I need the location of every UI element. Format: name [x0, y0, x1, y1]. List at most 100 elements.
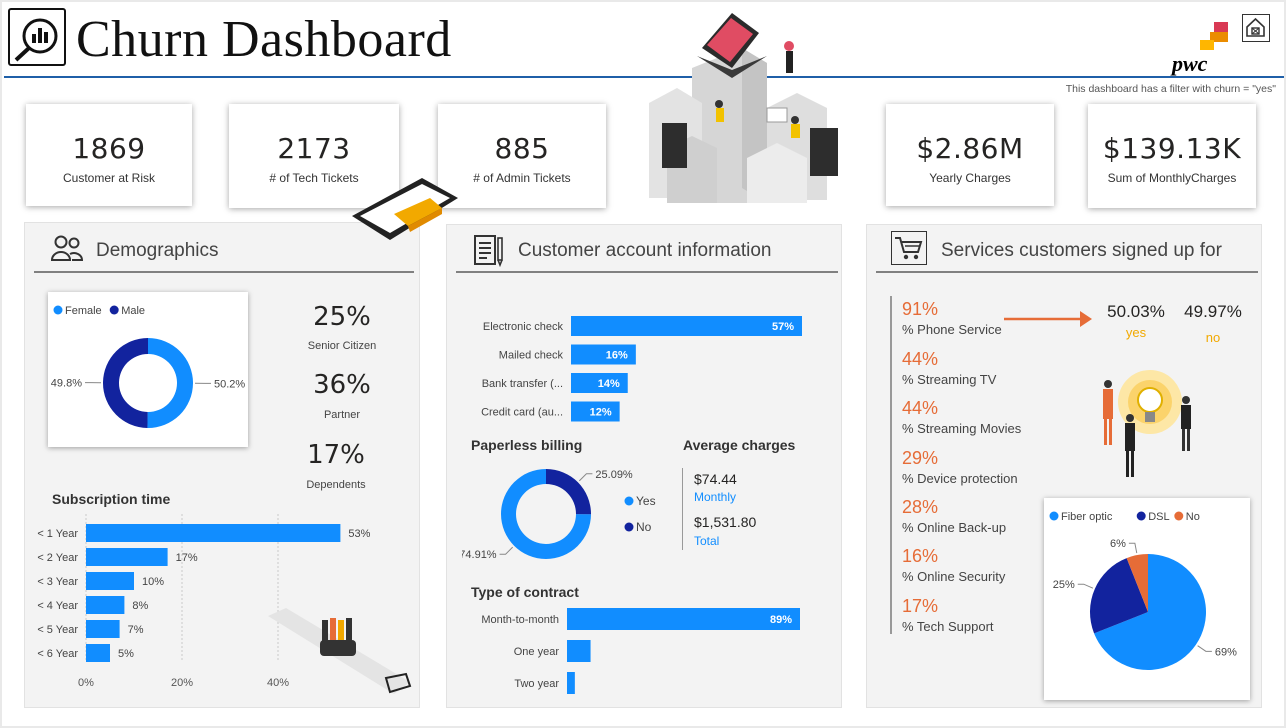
internet-slice-dsl [1090, 558, 1148, 634]
paperless-leader-line [499, 546, 514, 555]
kpi-label: Customer at Risk [62, 171, 156, 185]
payment-data-label: 16% [606, 350, 628, 362]
gender-slice-male [102, 338, 148, 428]
paperless-donut-chart: 74.91% 25.09% Yes No [462, 469, 656, 561]
subscription-data-label: 5% [118, 648, 134, 660]
payment-data-label: 57% [772, 321, 794, 333]
kpi-card-admin-tickets: 885 # of Admin Tickets [438, 104, 606, 208]
internet-legend-marker-fiber-optic [1049, 511, 1059, 521]
kpi-value: $2.86M [916, 132, 1024, 165]
stat-label-dependents: Dependents [306, 479, 366, 491]
service-value-tech-support: 17% [902, 596, 939, 616]
payment-category-label: Bank transfer (... [482, 378, 563, 390]
payment-category-label: Credit card (au... [481, 407, 563, 419]
contract-bar [567, 608, 800, 630]
stat-value-partner: 36% [313, 370, 371, 400]
header-divider [4, 76, 1284, 78]
payment-data-label: 12% [590, 407, 612, 419]
contract-bar [567, 640, 591, 662]
contract-category-label: Month-to-month [481, 614, 559, 626]
subscription-category-label: < 5 Year [37, 624, 78, 636]
internet-slice-fiber-optic [1094, 554, 1206, 670]
payment-category-label: Mailed check [499, 350, 564, 362]
pwc-logo: pwc [1170, 22, 1232, 76]
phone-illustration [350, 176, 460, 246]
payment-bar [571, 316, 802, 336]
service-value-device-protection: 29% [902, 448, 939, 468]
service-label-device-protection: % Device protection [902, 471, 1018, 486]
payment-bar [571, 344, 636, 365]
home-icon[interactable] [1242, 14, 1270, 42]
subscription-data-label: 53% [348, 528, 370, 540]
kpi-label: # of Admin Tickets [473, 171, 571, 185]
gender-data-label: 50.2% [214, 378, 245, 390]
avg-total-value: $1,531.80 [694, 514, 757, 530]
lightbulb-illustration [1096, 362, 1206, 480]
phone-yes-value: 50.03% [1107, 302, 1165, 321]
contract-bar [567, 672, 575, 694]
service-value-streaming-movies: 44% [902, 398, 939, 418]
subscription-category-label: < 3 Year [37, 576, 78, 588]
kpi-card-yearly-charges: $2.86M Yearly Charges [886, 104, 1054, 206]
gender-data-label: 49.8% [51, 378, 82, 390]
service-value-online-security: 16% [902, 546, 939, 566]
phone-no-label: no [1205, 330, 1221, 345]
subscription-data-label: 8% [132, 600, 148, 612]
kpi-label: # of Tech Tickets [269, 171, 359, 185]
avg-monthly-label: Monthly [694, 490, 737, 504]
contract-category-label: One year [514, 646, 560, 658]
subscription-bar [86, 548, 168, 566]
internet-data-label: 69% [1215, 646, 1237, 658]
payment-method-bar-chart: Electronic check 57% Mailed check 16% Bank t… [481, 316, 802, 422]
internet-data-label: 25% [1053, 579, 1075, 591]
stat-value-senior: 25% [313, 302, 371, 332]
subscription-bar [86, 596, 125, 614]
services-list-divider [890, 296, 892, 634]
kpi-card-monthly-charges: $139.13K Sum of MonthlyCharges [1088, 104, 1256, 208]
subscription-x-tick: 20% [171, 677, 193, 689]
kpi-label: Sum of MonthlyCharges [1107, 171, 1237, 185]
document-icon [472, 233, 506, 268]
service-value-streaming-tv: 44% [902, 349, 939, 369]
stat-value-dependents: 17% [307, 440, 365, 470]
contract-chart-title: Type of contract [471, 584, 579, 600]
paperless-data-label: 25.09% [595, 469, 633, 481]
internet-legend-label-fiber-optic: Fiber optic [1061, 511, 1113, 523]
handshake-illustration [266, 606, 412, 698]
account-title: Customer account information [518, 240, 772, 261]
internet-data-label: 6% [1110, 538, 1126, 550]
internet-chart-card: Fiber optic DSL No 69% 25% 6% [1044, 498, 1250, 700]
payment-data-label: 14% [598, 378, 620, 390]
paperless-legend-marker-yes [624, 496, 634, 506]
service-label-streaming-tv: % Streaming TV [902, 372, 997, 387]
subscription-category-label: < 4 Year [37, 600, 78, 612]
phone-no-value: 49.97% [1184, 302, 1242, 321]
service-label-streaming-movies: % Streaming Movies [902, 421, 1022, 436]
gender-legend-label-male: Male [121, 305, 145, 317]
subscription-data-label: 7% [128, 624, 144, 636]
average-charges-divider [682, 468, 683, 550]
payment-category-label: Electronic check [483, 321, 564, 333]
subscription-category-label: < 1 Year [37, 528, 78, 540]
kpi-value: $139.13K [1102, 132, 1242, 165]
shopping-cart-icon [891, 231, 927, 265]
gender-legend-label-female: Female [65, 305, 102, 317]
paperless-slice-no [546, 469, 591, 515]
subscription-category-label: < 2 Year [37, 552, 78, 564]
page-title: Churn Dashboard [76, 11, 452, 68]
service-label-tech-support: % Tech Support [902, 619, 994, 634]
filter-note: This dashboard has a filter with churn =… [1065, 83, 1276, 95]
stat-label-partner: Partner [323, 409, 361, 421]
paperless-legend-marker-no [624, 522, 634, 532]
gender-donut-chart: Female Male 50.2% 49.8% [51, 305, 245, 428]
payment-bar [571, 401, 620, 422]
phone-yes-label: yes [1125, 325, 1147, 340]
analytics-logo-icon [8, 8, 66, 66]
stat-label-senior: Senior Citizen [307, 340, 377, 352]
contract-category-label: Two year [514, 678, 559, 690]
paperless-legend-label-no: No [636, 520, 652, 534]
internet-leader-line [1077, 583, 1094, 589]
contract-data-label: 89% [770, 614, 792, 626]
payment-bar [571, 373, 628, 393]
internet-legend-marker-no [1174, 511, 1184, 521]
